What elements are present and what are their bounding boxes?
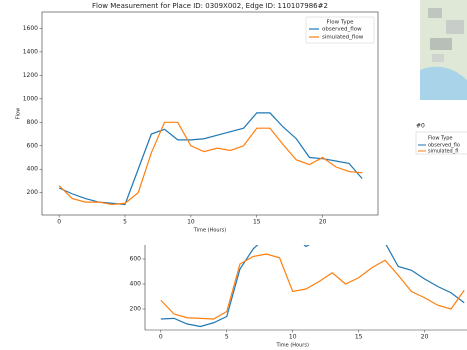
y-tick-label: 1400 bbox=[23, 48, 38, 55]
y-tick-label: 1600 bbox=[23, 25, 38, 32]
x-tick-label: 0 bbox=[159, 334, 163, 341]
side-legend-entry: simulated_fl bbox=[428, 149, 458, 155]
map-thumbnail bbox=[420, 0, 467, 100]
y-tick-label: 400 bbox=[130, 281, 142, 288]
plot-lines bbox=[161, 222, 464, 327]
legend-label: simulated_flow bbox=[322, 35, 364, 41]
axes: 0 5 10 15 20 200 400 600 Time (Hours) bbox=[130, 222, 467, 349]
y-axis-label: Flow bbox=[16, 108, 22, 119]
series-line bbox=[161, 222, 464, 327]
series-line bbox=[161, 254, 464, 319]
y-tick-label: 200 bbox=[130, 306, 142, 313]
legend-label: observed_flow bbox=[322, 27, 362, 33]
x-tick-label: 0 bbox=[57, 219, 61, 226]
plot-lines bbox=[59, 113, 362, 205]
x-tick-label: 20 bbox=[319, 219, 327, 226]
y-tick-label: 1000 bbox=[23, 95, 38, 102]
x-axis-label: Time (Hours) bbox=[193, 228, 226, 234]
x-tick-label: 10 bbox=[289, 334, 297, 341]
screenshot: #0 Flow Type observed_flo simulated_fl 0… bbox=[0, 0, 467, 350]
axes: 0 5 10 15 20 200 400 600 800 1000 1200 1400 1600 Flow… bbox=[16, 2, 379, 234]
y-tick-label: 600 bbox=[130, 256, 142, 263]
side-legend-title: Flow Type bbox=[428, 136, 453, 142]
y-tick-label: 600 bbox=[27, 142, 39, 149]
x-tick-label: 20 bbox=[421, 334, 429, 341]
y-tick-label: 1200 bbox=[23, 72, 38, 79]
x-axis-label: Time (Hours) bbox=[276, 343, 309, 349]
series-line bbox=[59, 122, 362, 204]
side-title: #0 bbox=[416, 123, 425, 130]
x-tick-label: 10 bbox=[187, 219, 195, 226]
x-tick-label: 15 bbox=[355, 334, 363, 341]
series-line bbox=[59, 113, 362, 205]
legend-title: Flow Type bbox=[327, 20, 355, 26]
chart-title: Flow Measurement for Place ID: 0309X002,… bbox=[92, 2, 328, 10]
x-tick-label: 5 bbox=[225, 334, 229, 341]
x-tick-label: 15 bbox=[253, 219, 261, 226]
page: #0 Flow Type observed_flo simulated_fl 0… bbox=[0, 0, 467, 350]
side-legend: #0 Flow Type observed_flo simulated_fl bbox=[416, 123, 467, 155]
y-tick-label: 400 bbox=[27, 166, 39, 173]
y-tick-label: 800 bbox=[27, 119, 39, 126]
y-tick-label: 200 bbox=[27, 189, 39, 196]
x-tick-label: 5 bbox=[123, 219, 127, 226]
